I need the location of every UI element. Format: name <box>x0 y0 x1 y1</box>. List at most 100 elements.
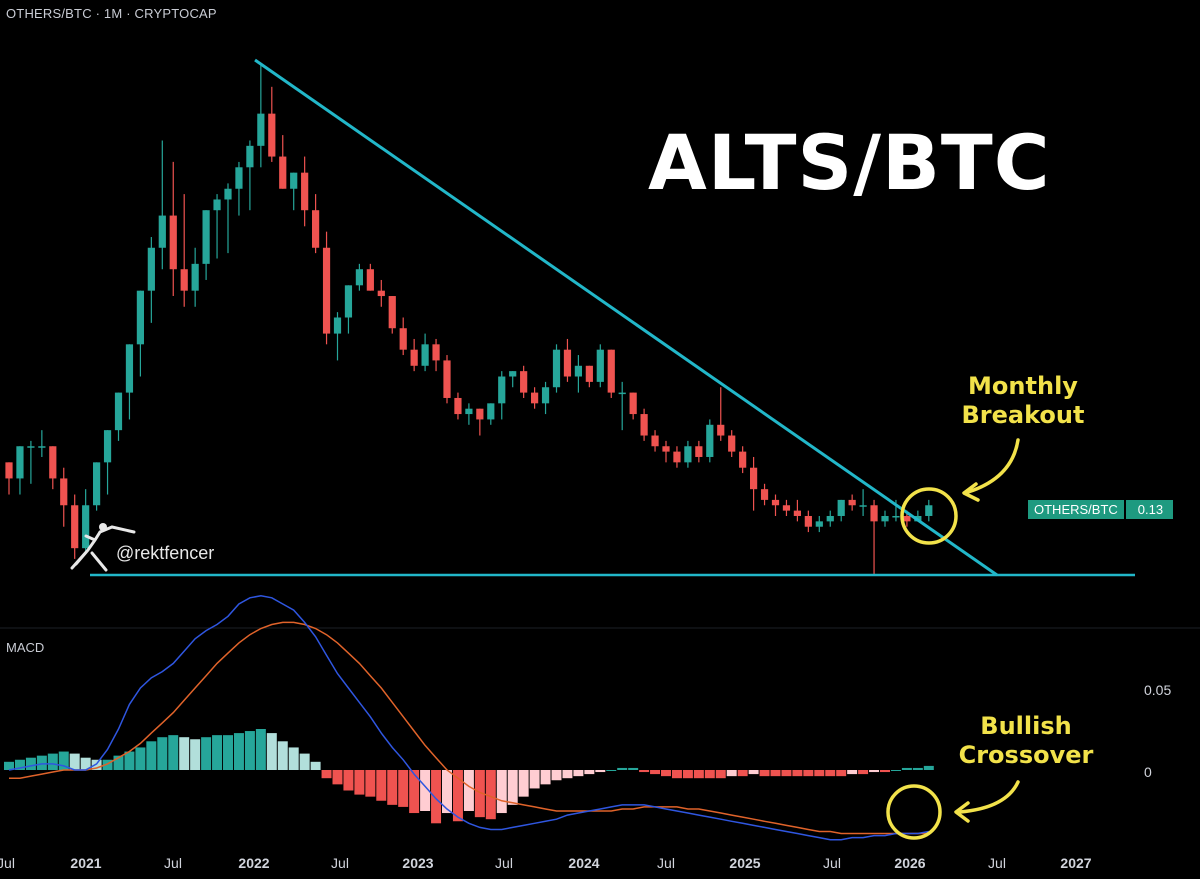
macd-histogram-bar <box>365 770 376 797</box>
macd-histogram-bar <box>803 770 814 777</box>
candle-body <box>410 349 418 366</box>
candle-body <box>541 387 550 404</box>
candle-body <box>454 397 462 415</box>
candle-body <box>27 446 35 448</box>
candle-body <box>235 167 243 189</box>
candle-body <box>301 172 309 211</box>
candle-body <box>881 515 889 522</box>
macd-histogram-bar <box>825 770 836 777</box>
candle-body <box>180 269 188 291</box>
symbol-header[interactable]: OTHERS/BTC · 1M · CRYPTOCAP <box>6 6 217 21</box>
crossover-text: Bullish Crossover <box>958 712 1094 769</box>
candle-body <box>257 113 265 146</box>
candle-body <box>355 269 363 286</box>
candle-body <box>136 290 144 345</box>
macd-histogram-bar <box>693 770 704 779</box>
macd-histogram-bar <box>387 770 398 805</box>
breakout-arrow <box>966 438 1020 494</box>
macd-histogram-bar <box>146 741 157 770</box>
crossover-circle <box>886 784 942 840</box>
macd-histogram-bar <box>726 770 737 777</box>
macd-histogram-bar <box>507 770 518 805</box>
macd-histogram-bar <box>343 770 354 791</box>
candle-body <box>82 505 90 549</box>
descending-trendline <box>254 58 998 577</box>
candle-body <box>246 145 254 168</box>
candle-body <box>760 489 769 500</box>
candle-body <box>224 188 232 200</box>
macd-label[interactable]: MACD <box>6 640 45 655</box>
candle-body <box>509 371 517 377</box>
candle-body <box>826 515 834 522</box>
macd-histogram-bar <box>923 765 934 770</box>
crossover-arrowhead <box>954 801 970 823</box>
breakout-circle <box>900 487 958 545</box>
chart-title: ALTS/BTC <box>648 118 1051 207</box>
candle-body <box>71 505 79 549</box>
crossover-annotation: Bullish Crossover <box>958 712 1094 770</box>
macd-axis-005: 0.05 <box>1144 682 1172 698</box>
macd-histogram-bar <box>442 770 452 814</box>
macd-histogram-bar <box>704 770 715 779</box>
candle-body <box>498 376 506 404</box>
macd-histogram-bar <box>168 735 179 770</box>
macd-histogram-bar <box>628 767 639 770</box>
candle-body <box>771 499 780 506</box>
price-tag[interactable]: OTHERS/BTC 0.13 <box>1028 500 1174 519</box>
macd-histogram-bar <box>781 770 792 777</box>
macd-histogram-bar <box>201 737 212 770</box>
macd-histogram-bar <box>431 770 442 824</box>
macd-histogram-bar <box>69 753 80 770</box>
candle-body <box>443 360 451 398</box>
macd-histogram-bar <box>770 770 781 777</box>
macd-histogram-bar <box>80 757 91 770</box>
macd-histogram-bar <box>858 770 869 775</box>
candle-body <box>728 435 736 452</box>
candle-body <box>640 414 648 436</box>
x-tick-label: 2023 <box>402 855 434 871</box>
candle-body <box>465 408 473 415</box>
macd-histogram-bar <box>354 770 365 795</box>
macd-signal-line <box>9 621 929 835</box>
fencer-head-icon <box>99 523 107 531</box>
candle-body <box>684 446 692 463</box>
candle-body <box>49 446 57 479</box>
candle-body <box>125 344 134 393</box>
candle-body <box>870 505 878 522</box>
macd-histogram-bar <box>91 759 102 770</box>
macd-histogram-bar <box>255 729 266 770</box>
macd-histogram-bar <box>332 770 343 785</box>
candle-body <box>837 499 845 516</box>
breakout-text: Monthly Breakout <box>961 372 1085 429</box>
candle-body <box>333 317 342 334</box>
candle-body <box>925 505 933 516</box>
candle-body <box>202 210 210 264</box>
candle-body <box>158 215 166 248</box>
watermark-handle: @rektfencer <box>116 543 215 563</box>
candle-body <box>5 462 13 479</box>
candle-body <box>268 113 276 157</box>
macd-histogram-bar <box>901 767 912 770</box>
x-tick-label: Jul <box>0 855 15 871</box>
macd-histogram-bar <box>496 770 507 814</box>
macd-histogram-bar <box>310 761 321 770</box>
macd-histogram-bar <box>36 755 47 770</box>
macd-histogram-bar <box>573 770 584 777</box>
macd-histogram-bar <box>880 770 890 773</box>
macd-histogram-bar <box>244 731 255 770</box>
macd-histogram-bar <box>748 770 759 775</box>
macd-histogram-bar <box>25 757 36 770</box>
candle-body <box>848 499 856 506</box>
macd-histogram-bar <box>562 770 573 779</box>
macd-histogram-bar <box>179 737 190 770</box>
macd-histogram-bar <box>485 770 496 820</box>
candle-body <box>782 505 791 511</box>
candle-body <box>695 446 703 457</box>
candle-body <box>279 156 287 189</box>
macd-histogram-bar <box>912 767 923 770</box>
candle-body <box>60 478 68 506</box>
candle-body <box>793 510 801 516</box>
macd-histogram-bar <box>847 770 858 775</box>
price-tag-value: 0.13 <box>1125 500 1174 519</box>
